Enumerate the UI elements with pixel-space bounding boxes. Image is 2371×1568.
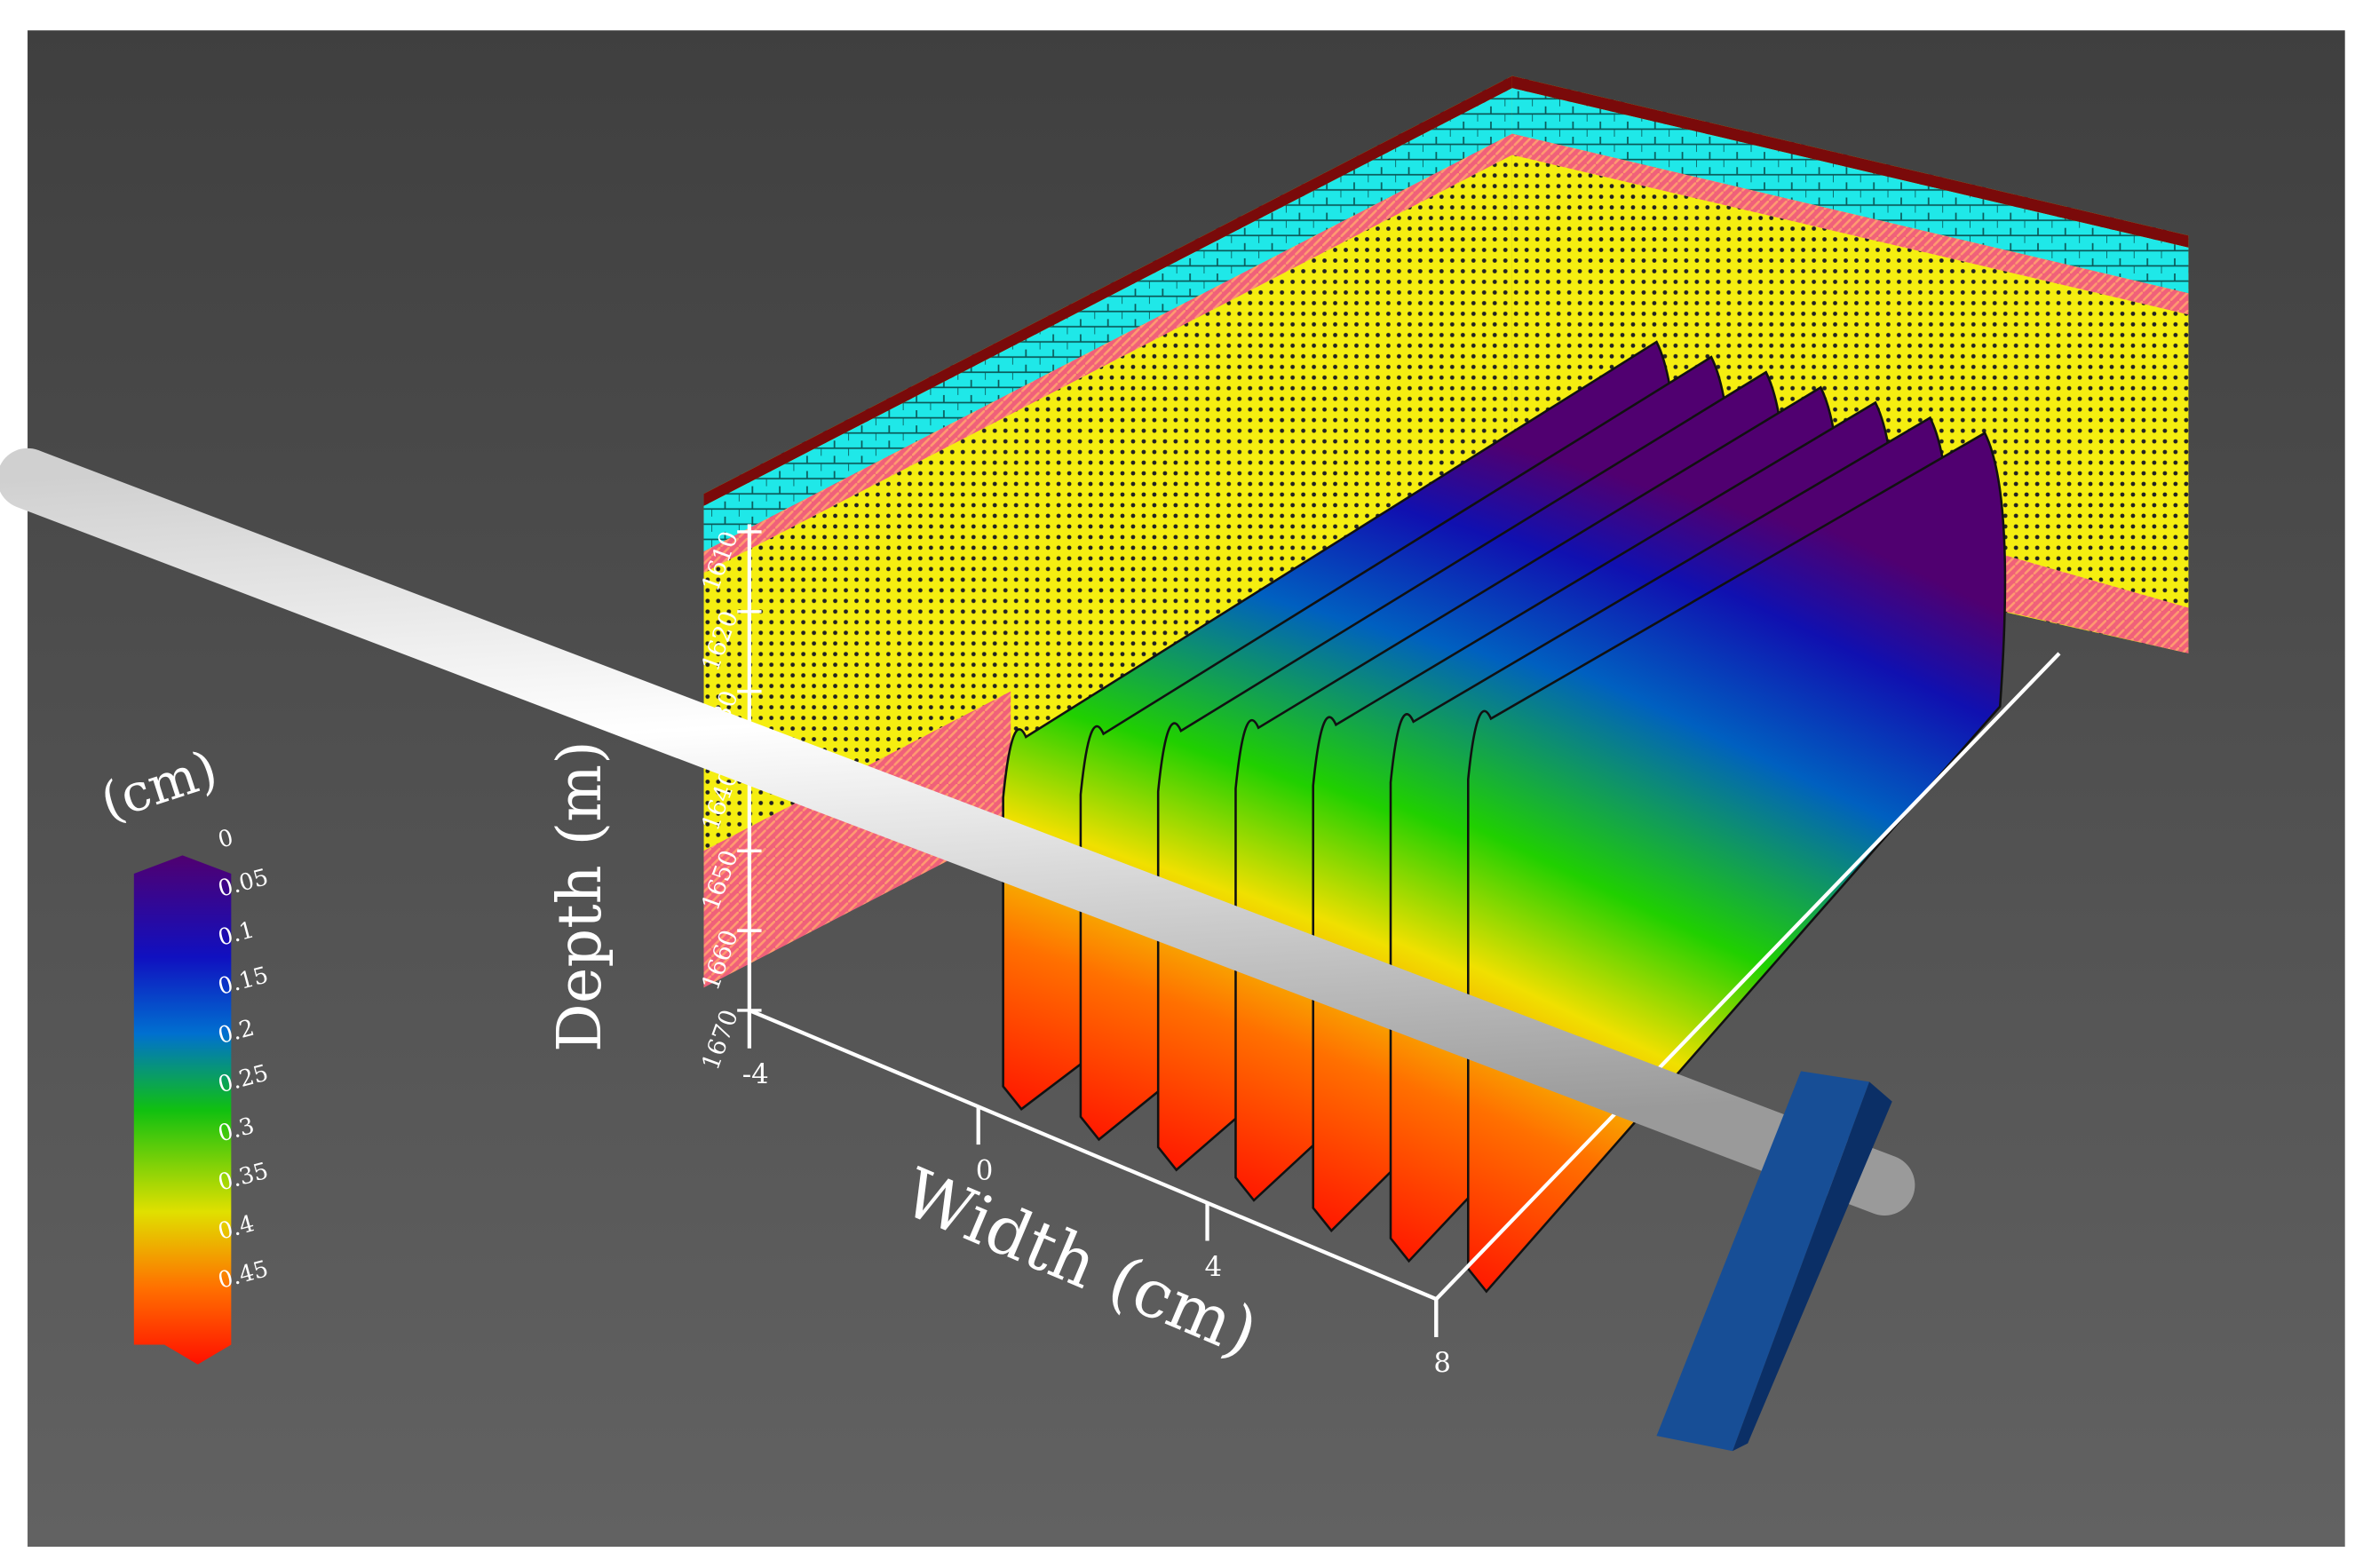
width-tick-label: 8 [1433, 1347, 1451, 1379]
width-tick-label: 4 [1205, 1251, 1223, 1283]
probe [1656, 1071, 1892, 1452]
width-axis: -4 0 4 8 [742, 1010, 1451, 1379]
width-tick-label: -4 [742, 1058, 769, 1090]
colorbar-tick-label: 0 [215, 824, 236, 853]
width-tick-label: 0 [976, 1154, 994, 1186]
depth-label: Depth (m) [544, 740, 615, 1052]
wellbore [0, 447, 1915, 1216]
